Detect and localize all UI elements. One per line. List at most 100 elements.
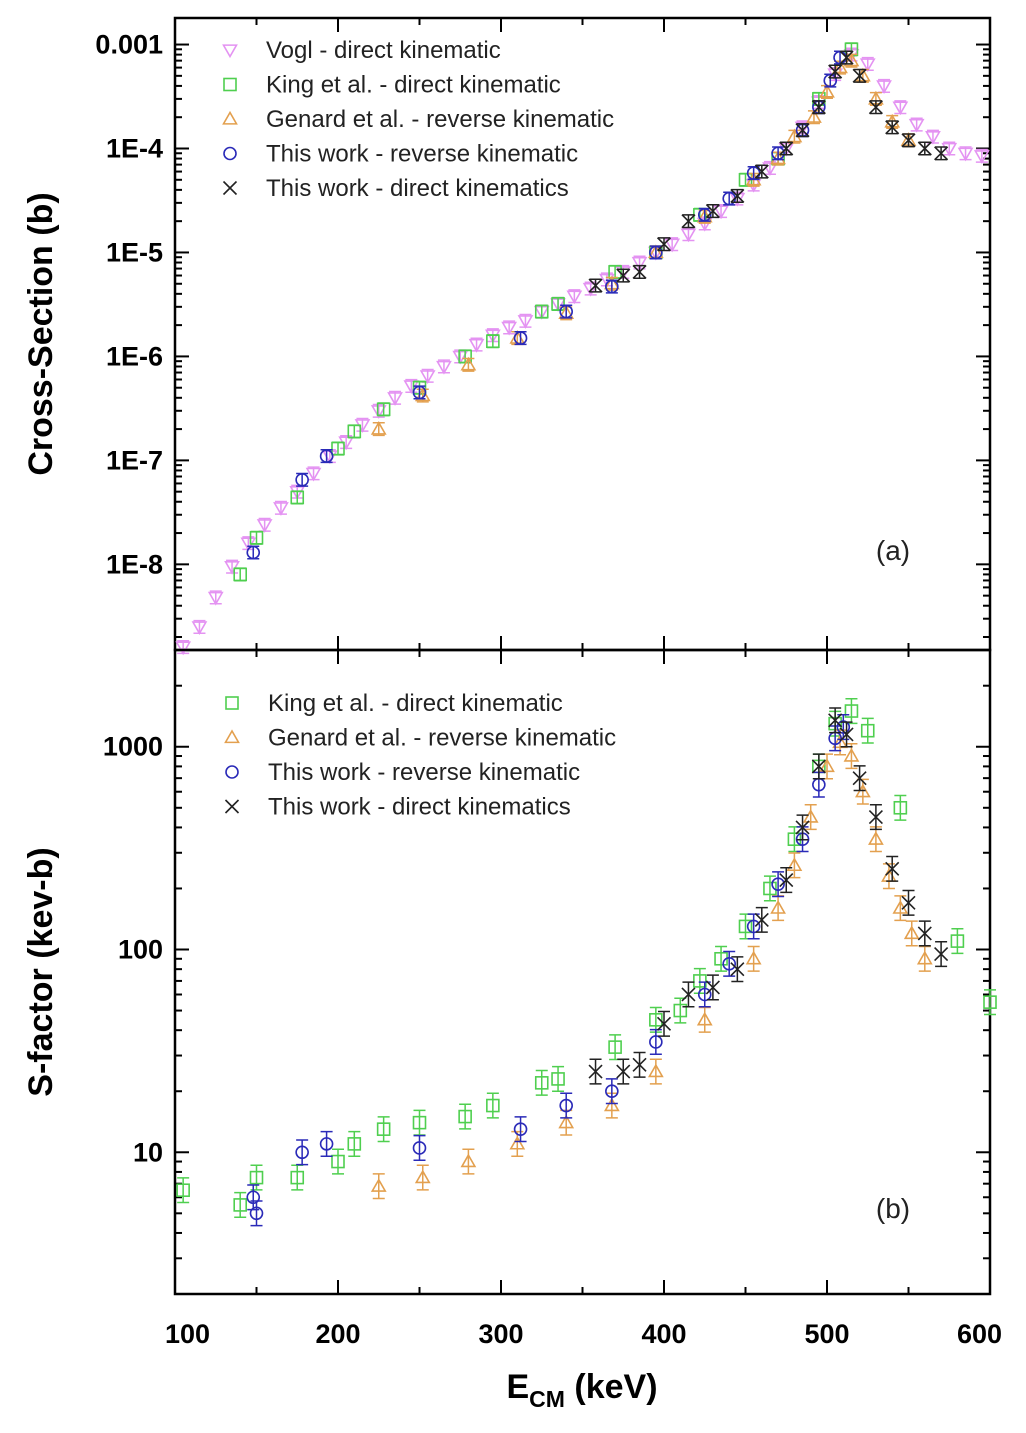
data-point bbox=[925, 130, 941, 145]
data-point bbox=[412, 1141, 427, 1155]
data-point bbox=[713, 205, 729, 220]
data-point bbox=[811, 100, 826, 115]
error-bar bbox=[514, 1116, 527, 1143]
data-point bbox=[376, 1122, 391, 1136]
x-axis-title: ECM (keV) bbox=[506, 1368, 657, 1412]
data-point bbox=[207, 591, 224, 606]
data-point bbox=[452, 350, 469, 365]
data-point bbox=[249, 1170, 264, 1185]
data-point bbox=[903, 925, 920, 940]
error-bar bbox=[845, 697, 858, 725]
data-point bbox=[460, 356, 477, 371]
y-tick-label: 1E-7 bbox=[106, 445, 163, 475]
data-point bbox=[832, 59, 848, 74]
error-bar bbox=[413, 1134, 426, 1162]
data-point bbox=[746, 919, 761, 934]
error-bar bbox=[649, 1058, 662, 1085]
data-point bbox=[376, 402, 391, 417]
data-point bbox=[295, 473, 309, 487]
panel-a-series bbox=[175, 42, 990, 656]
data-point bbox=[649, 245, 663, 260]
data-point bbox=[649, 1013, 663, 1027]
error-bar bbox=[459, 1103, 472, 1130]
legend-marker-this-work-direct-kinematics bbox=[222, 180, 238, 196]
x-tick-label: 600 bbox=[957, 1319, 1002, 1349]
data-point bbox=[436, 360, 452, 375]
data-point bbox=[893, 800, 908, 815]
data-point bbox=[917, 926, 932, 941]
data-point bbox=[681, 987, 696, 1002]
series-king-et-al-direct-kinematic bbox=[176, 697, 997, 1218]
error-bar bbox=[332, 1148, 344, 1175]
error-bar bbox=[984, 989, 996, 1016]
error-bar bbox=[234, 1191, 247, 1218]
data-point bbox=[233, 567, 247, 582]
data-point bbox=[738, 919, 753, 934]
data-point bbox=[616, 268, 631, 283]
data-point bbox=[762, 162, 778, 177]
y-tick-label: 1E-4 bbox=[106, 133, 163, 163]
data-point bbox=[745, 950, 762, 965]
data-point bbox=[664, 238, 681, 253]
data-point bbox=[730, 188, 745, 203]
y-tick-label: 100 bbox=[118, 935, 163, 965]
data-point bbox=[885, 120, 900, 135]
data-point bbox=[509, 1135, 526, 1150]
data-point bbox=[559, 304, 574, 319]
panel-b-ticks bbox=[174, 649, 991, 1295]
error-bar bbox=[486, 1092, 499, 1119]
error-bar bbox=[296, 1139, 309, 1166]
error-bar bbox=[845, 742, 858, 770]
y-tick-label: 1000 bbox=[103, 732, 163, 762]
data-point bbox=[819, 758, 835, 773]
data-point bbox=[501, 321, 518, 336]
data-point bbox=[319, 449, 334, 463]
data-point bbox=[754, 912, 769, 927]
data-point bbox=[460, 1153, 477, 1168]
panel-a: 1E-8 1E-7 1E-6 1E-5 1E-4 0.001 Vogl - direct … bbox=[22, 16, 992, 656]
data-point bbox=[290, 1170, 305, 1185]
panel-b-ylabel: S-factor (kev-b) bbox=[22, 847, 60, 1096]
y-tick-label: 0.001 bbox=[95, 30, 163, 60]
data-point bbox=[414, 1169, 431, 1184]
data-point bbox=[680, 228, 697, 243]
data-point bbox=[631, 256, 648, 271]
series-this-work-direct-kinematics bbox=[588, 50, 949, 293]
panel-b-label: (b) bbox=[876, 1193, 910, 1224]
x-axis-title-main: E bbox=[506, 1368, 529, 1406]
data-point bbox=[828, 713, 843, 728]
panel-b-legend: King et al. - direct kinematic Genard et … bbox=[224, 690, 616, 821]
y-tick-label: 10 bbox=[133, 1137, 163, 1167]
data-point bbox=[839, 50, 854, 65]
data-point bbox=[370, 405, 387, 419]
data-point bbox=[608, 1040, 622, 1054]
data-point bbox=[823, 73, 838, 88]
data-point bbox=[605, 279, 619, 294]
data-point bbox=[795, 820, 810, 835]
data-point bbox=[603, 1097, 620, 1112]
error-bar bbox=[320, 1130, 333, 1157]
data-point bbox=[588, 1064, 603, 1079]
error-bar bbox=[649, 1028, 662, 1056]
legend-marker-this-work-reverse-kinematic bbox=[223, 146, 237, 161]
data-point bbox=[832, 734, 848, 749]
data-point bbox=[697, 987, 712, 1002]
data-point bbox=[795, 123, 810, 138]
error-bar bbox=[377, 1116, 390, 1143]
data-point bbox=[534, 304, 549, 319]
data-point bbox=[839, 727, 854, 742]
error-bar bbox=[250, 1200, 263, 1227]
x-tick-label: 500 bbox=[804, 1319, 849, 1349]
data-point bbox=[843, 747, 860, 762]
data-point bbox=[934, 146, 949, 161]
legend-marker-this-work-reverse-kinematic bbox=[225, 765, 239, 779]
error-bar bbox=[609, 1034, 622, 1061]
y-tick-label: 1E-6 bbox=[106, 341, 163, 371]
error-bar bbox=[535, 1069, 548, 1096]
data-point bbox=[892, 101, 909, 116]
data-point bbox=[786, 857, 803, 872]
data-point bbox=[632, 264, 647, 279]
data-point bbox=[347, 1137, 362, 1151]
data-point bbox=[647, 1063, 664, 1078]
panel-a-legend: Vogl - direct kinematic King et al. - dir… bbox=[222, 37, 614, 202]
